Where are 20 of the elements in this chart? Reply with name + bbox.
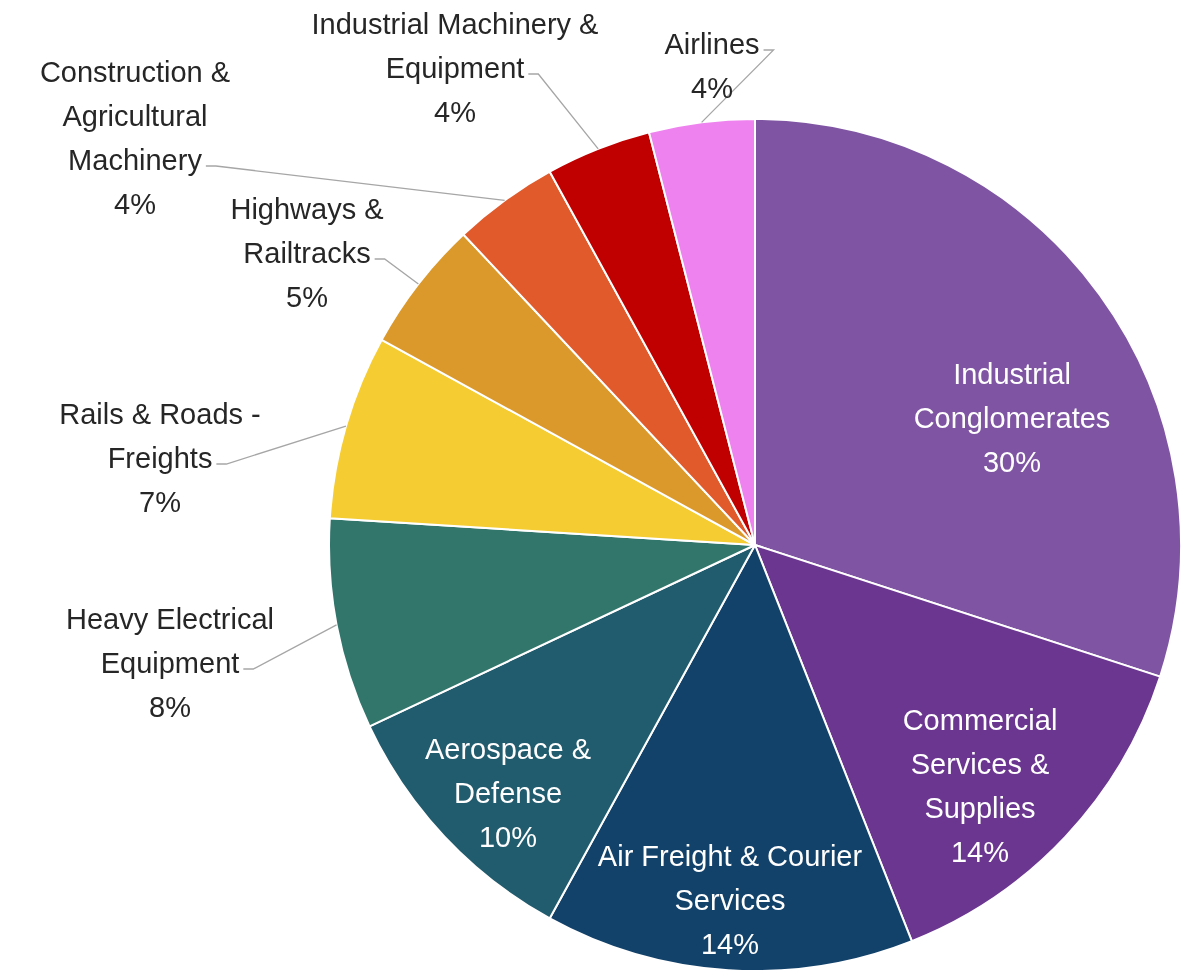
data-label: 4% bbox=[691, 72, 733, 104]
data-label: 7% bbox=[139, 486, 181, 518]
data-label: 30% bbox=[982, 446, 1042, 478]
slice-label: Industrial Machinery & Equipment bbox=[311, 8, 599, 84]
data-label: 5% bbox=[286, 281, 328, 313]
data-label: 8% bbox=[149, 691, 191, 723]
slice-label: Heavy Electrical Equipment bbox=[66, 603, 274, 679]
slice-label: Highways & Railtracks bbox=[230, 193, 384, 269]
slice-label: Industrial Conglomerates bbox=[913, 358, 1111, 434]
slice-label: Air Freight & Courier Services bbox=[597, 840, 863, 916]
data-label: 10% bbox=[478, 821, 538, 853]
data-label: 4% bbox=[434, 96, 476, 128]
slice-label: Aerospace & Defense bbox=[424, 733, 592, 809]
slice-label: Construction & Agricultural Machinery bbox=[39, 56, 231, 176]
data-label: 4% bbox=[114, 188, 156, 220]
slice-label: Rails & Roads - Freights bbox=[59, 398, 261, 474]
data-label: 14% bbox=[700, 928, 760, 960]
slice-label: Airlines bbox=[664, 28, 760, 60]
data-label: 14% bbox=[950, 836, 1010, 868]
slice-label: Commercial Services & Supplies bbox=[902, 704, 1058, 824]
